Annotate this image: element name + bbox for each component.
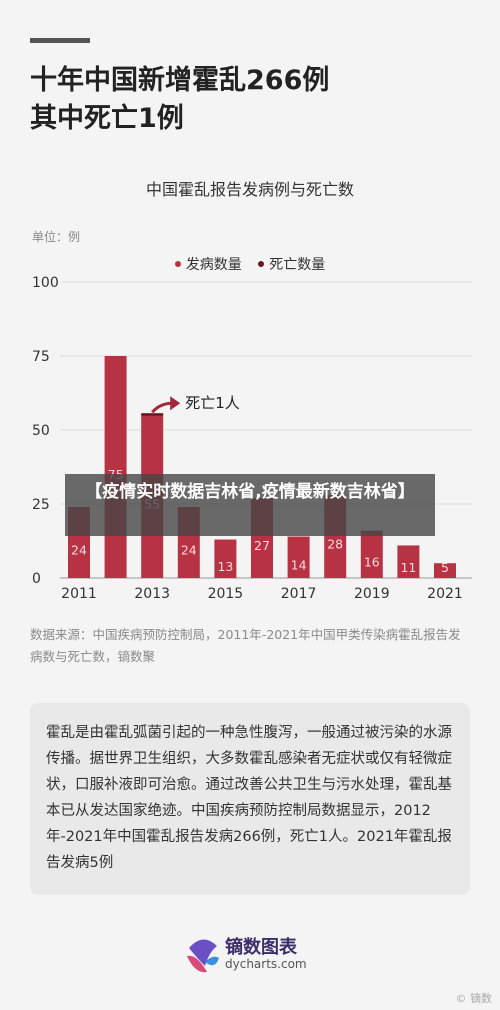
y-tick-label: 100 <box>32 275 59 291</box>
top-accent-bar <box>30 38 90 43</box>
info-box: 霍乱是由霍乱弧菌引起的一种急性腹泻，一般通过被污染的水源传播。据世界卫生组织，大… <box>30 703 470 895</box>
legend: 发病数量 死亡数量 <box>0 254 500 274</box>
y-tick-label: 75 <box>32 349 50 365</box>
overlay-banner: 【疫情实时数据吉林省,疫情最新数吉林省】 <box>65 474 435 536</box>
bar-cases <box>397 545 420 578</box>
data-label: 16 <box>364 554 380 569</box>
x-tick-label: 2019 <box>354 586 390 602</box>
bar-deaths <box>141 413 164 416</box>
info-text: 霍乱是由霍乱弧菌引起的一种急性腹泻，一般通过被污染的水源传播。据世界卫生组织，大… <box>46 725 452 871</box>
x-tick-label: 2021 <box>427 586 463 602</box>
legend-dot-deaths <box>258 261 265 267</box>
x-tick-label: 2015 <box>208 586 244 602</box>
corner-watermark: © 镝数 <box>455 992 493 1005</box>
logo-url: dycharts.com <box>225 957 307 971</box>
bar-cases <box>287 536 310 578</box>
y-tick-label: 0 <box>32 571 41 587</box>
y-tick-label: 50 <box>32 423 50 439</box>
data-label: 28 <box>327 537 343 552</box>
bar-chart: 0255075100247555241327142816115201120132… <box>32 275 472 602</box>
legend-label-cases: 发病数量 <box>185 257 242 273</box>
data-label: 5 <box>441 560 449 575</box>
data-label: 24 <box>71 542 87 557</box>
data-label: 14 <box>291 557 307 572</box>
data-label: 13 <box>217 559 233 574</box>
x-tick-label: 2011 <box>61 586 97 602</box>
legend-dot-cases <box>174 261 181 267</box>
chart-title: 中国霍乱报告发病例与死亡数 <box>145 180 354 199</box>
data-label: 24 <box>181 542 197 557</box>
unit-label: 单位：例 <box>32 230 81 244</box>
bar-cases <box>434 563 456 578</box>
dycharts-logo-icon <box>187 939 219 973</box>
source-note: 数据来源：中国疾病预防控制局，2011年-2021年中国甲类传染病霍乱报告发病数… <box>30 627 461 664</box>
data-label: 27 <box>254 538 270 553</box>
x-tick-label: 2013 <box>134 586 170 602</box>
legend-item-deaths: 死亡数量 <box>258 254 325 274</box>
legend-label-deaths: 死亡数量 <box>269 257 326 273</box>
annotation-arrow <box>151 401 173 414</box>
legend-item-cases: 发病数量 <box>174 254 242 274</box>
annotation-arrowhead <box>170 396 181 411</box>
data-label: 11 <box>400 560 416 575</box>
bar-cases <box>360 530 383 578</box>
bar-cases <box>214 539 237 578</box>
logo-name: 镝数图表 <box>225 937 297 958</box>
headline: 十年中国新增霍乱266例 其中死亡1例 <box>30 65 330 134</box>
x-tick-label: 2017 <box>281 586 317 602</box>
brand-logo: 镝数图表 dycharts.com <box>183 932 323 976</box>
annotation-label: 死亡1人 <box>185 394 240 412</box>
y-tick-label: 25 <box>32 497 50 513</box>
